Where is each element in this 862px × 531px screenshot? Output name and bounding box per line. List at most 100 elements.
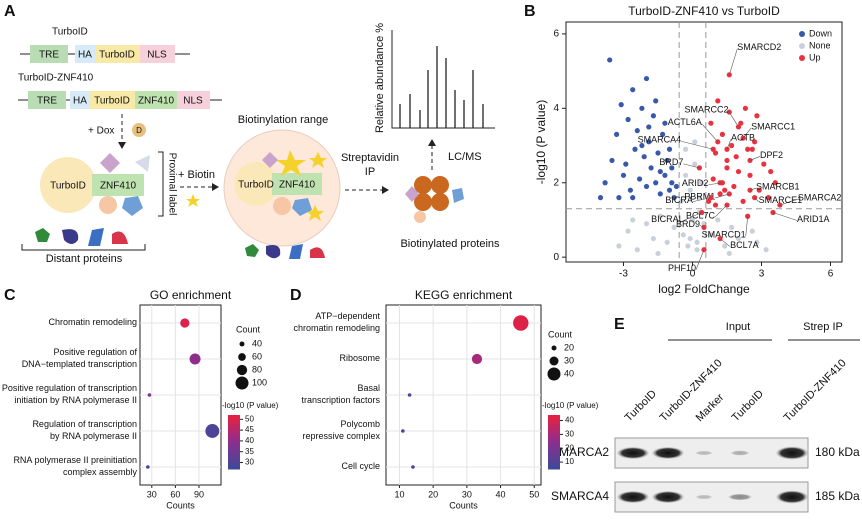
size-swatch bbox=[236, 364, 248, 376]
turboid bbox=[40, 157, 96, 213]
colorbar-step bbox=[228, 442, 240, 446]
gene-label: SMARCC2 bbox=[684, 104, 728, 114]
chart-title: TurboID-ZNF410 vs TurboID bbox=[628, 4, 780, 18]
x-tick-label: 3 bbox=[759, 269, 765, 280]
colorbar-step bbox=[548, 433, 560, 438]
point bbox=[627, 187, 634, 193]
category-label: RNA polymerase II preinitiation complex a… bbox=[13, 455, 137, 477]
point bbox=[641, 154, 647, 160]
part: TurboID bbox=[94, 96, 130, 107]
category-label: Cell cycle bbox=[341, 461, 380, 471]
category-label: ATP−dependent chromatin remodeling bbox=[293, 311, 380, 333]
point bbox=[733, 154, 739, 160]
band bbox=[617, 491, 649, 503]
point bbox=[749, 228, 755, 234]
gene-label: BRD7 bbox=[659, 157, 683, 167]
point bbox=[701, 221, 707, 227]
gene-label: SMARCD2 bbox=[737, 42, 781, 52]
protein bbox=[135, 155, 150, 172]
point bbox=[717, 191, 723, 197]
bead bbox=[431, 193, 449, 211]
size-legend-title: Count bbox=[236, 324, 261, 334]
point bbox=[625, 228, 631, 234]
size-label: 185 kDa bbox=[815, 489, 860, 503]
gene-label: ACTB bbox=[731, 133, 755, 143]
category-label: Positive regulation of transcription init… bbox=[2, 383, 137, 405]
ip-label: Streptavidin bbox=[341, 152, 399, 164]
point bbox=[715, 217, 721, 223]
colorbar-title: -log10 (P value) bbox=[542, 401, 599, 410]
construct-name: TurboID bbox=[52, 27, 88, 38]
gene-label: PHF10 bbox=[668, 263, 696, 273]
point bbox=[671, 195, 677, 201]
point bbox=[708, 120, 714, 126]
point bbox=[655, 150, 661, 156]
point bbox=[657, 191, 663, 197]
colorbar-step bbox=[228, 460, 240, 465]
band bbox=[730, 450, 750, 456]
connector bbox=[726, 139, 732, 150]
bracket bbox=[158, 151, 164, 217]
point bbox=[738, 120, 744, 126]
point bbox=[765, 195, 772, 201]
point bbox=[678, 198, 684, 204]
point bbox=[747, 172, 753, 178]
gene-label: SMARCD1 bbox=[702, 230, 746, 240]
point bbox=[754, 113, 760, 119]
legend-swatch bbox=[799, 55, 805, 61]
colorbar-step bbox=[228, 420, 240, 424]
point bbox=[625, 116, 631, 123]
point bbox=[639, 105, 645, 111]
colorbar-label: 45 bbox=[245, 425, 254, 434]
protein bbox=[88, 228, 104, 246]
gene-label: ARID2 bbox=[682, 178, 709, 188]
legend-swatch bbox=[799, 43, 805, 49]
label: TurboID bbox=[50, 181, 86, 192]
connector bbox=[715, 193, 730, 199]
point bbox=[740, 198, 746, 204]
point bbox=[687, 235, 693, 242]
point bbox=[657, 168, 663, 175]
legend-label: None bbox=[809, 40, 831, 50]
point bbox=[745, 146, 751, 152]
dot bbox=[147, 393, 152, 397]
protein-label: SMARCA2 bbox=[551, 445, 609, 459]
connector bbox=[742, 127, 752, 139]
point bbox=[630, 195, 636, 201]
point bbox=[689, 217, 696, 223]
protein bbox=[452, 188, 464, 203]
band bbox=[652, 491, 684, 503]
colorbar-step bbox=[228, 452, 240, 456]
box bbox=[30, 45, 68, 63]
connector bbox=[683, 212, 702, 221]
group-label: Input bbox=[726, 321, 750, 333]
colorbar-step bbox=[548, 415, 560, 419]
connector bbox=[772, 212, 798, 221]
point bbox=[666, 146, 673, 152]
colorbar-step bbox=[228, 436, 240, 440]
protein bbox=[112, 231, 128, 244]
x-tick-label: 0 bbox=[690, 269, 696, 280]
highlight-point bbox=[726, 191, 732, 197]
znf410 bbox=[272, 173, 322, 195]
point bbox=[653, 180, 659, 186]
protein bbox=[273, 197, 291, 215]
category-label: Regulation of transcription by RNA polyme… bbox=[32, 419, 137, 441]
label: TurboID bbox=[238, 180, 274, 191]
colorbar-step bbox=[548, 447, 560, 451]
point bbox=[650, 235, 657, 242]
box bbox=[75, 45, 95, 63]
size-legend-label: 20 bbox=[564, 342, 574, 352]
connector bbox=[749, 187, 757, 191]
size-swatch bbox=[239, 341, 245, 347]
highlight-point bbox=[708, 195, 714, 201]
x-axis-label: Counts bbox=[449, 500, 478, 510]
size-legend-label: 100 bbox=[252, 377, 267, 387]
point bbox=[648, 165, 654, 171]
colorbar-step bbox=[548, 466, 560, 470]
highlight-point bbox=[699, 209, 705, 216]
dot bbox=[205, 424, 220, 438]
size-swatch bbox=[547, 367, 561, 381]
spectrum-axes bbox=[391, 30, 495, 129]
